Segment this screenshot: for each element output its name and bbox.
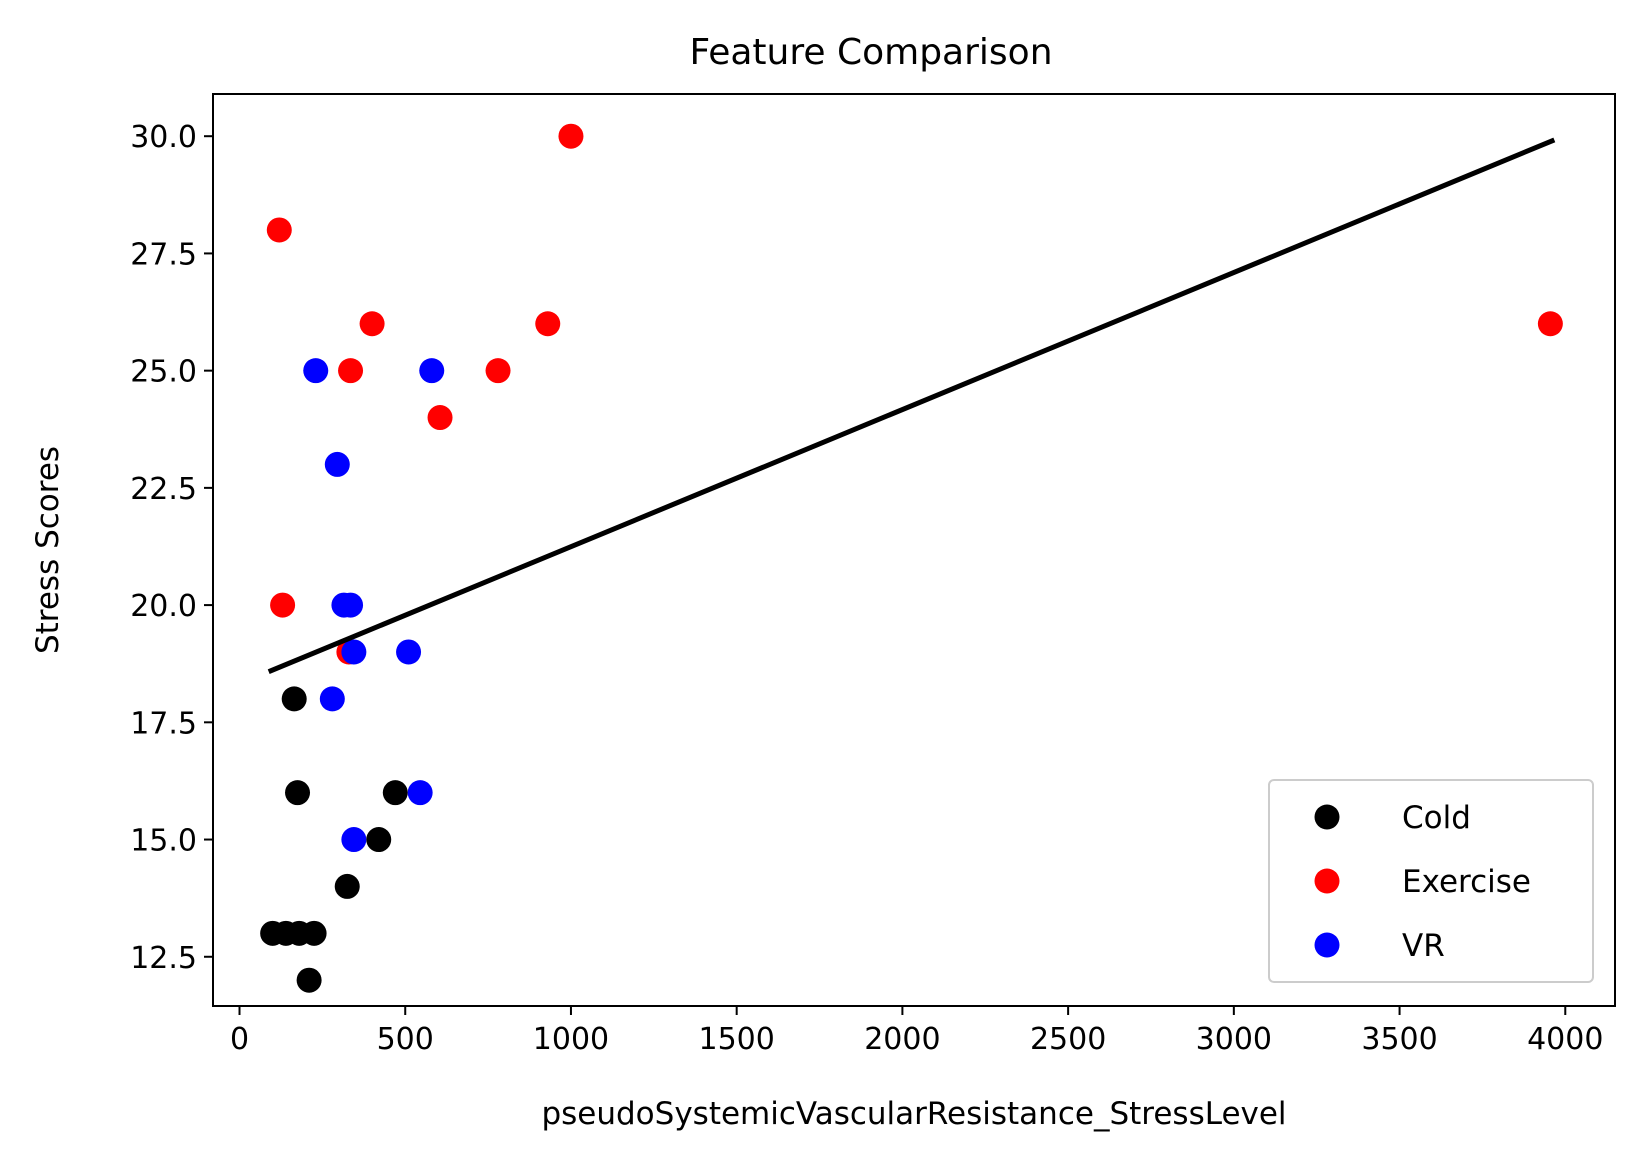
exercise-point (266, 217, 292, 243)
legend: Cold Exercise VR (1268, 779, 1594, 983)
legend-label-cold: Cold (1402, 800, 1471, 836)
exercise-point (485, 358, 511, 384)
x-tick-label: 3500 (1361, 1022, 1437, 1057)
x-tick-label: 2000 (864, 1022, 940, 1057)
y-tick-label: 30.0 (130, 120, 197, 155)
plot-area (260, 123, 1563, 993)
legend-marker-vr (1314, 932, 1340, 958)
y-tick-label: 20.0 (130, 589, 197, 624)
y-axis-label: Stress Scores (30, 446, 66, 654)
series-exercise (266, 123, 1563, 665)
vr-point (341, 639, 367, 665)
exercise-point (1537, 311, 1563, 337)
y-tick-label: 15.0 (130, 824, 197, 859)
cold-point (296, 967, 322, 993)
cold-point (382, 780, 408, 806)
y-tick-label: 17.5 (130, 706, 197, 741)
chart-title: Feature Comparison (689, 32, 1052, 73)
exercise-point (535, 311, 561, 337)
exercise-point (338, 358, 364, 384)
x-tick-label: 0 (230, 1022, 249, 1057)
series-vr (303, 358, 445, 853)
cold-point (281, 686, 307, 712)
vr-point (396, 639, 422, 665)
vr-point (407, 780, 433, 806)
x-tick-label: 2500 (1030, 1022, 1106, 1057)
legend-marker-exercise (1314, 868, 1340, 894)
exercise-point (427, 405, 453, 431)
vr-point (319, 686, 345, 712)
vr-point (419, 358, 445, 384)
y-tick-label: 27.5 (130, 237, 197, 272)
x-axis-label: pseudoSystemicVascularResistance_StressL… (541, 1096, 1286, 1132)
cold-point (285, 780, 311, 806)
x-axis: 0 500 1000 1500 2000 2500 3000 3500 4000 (230, 1006, 1603, 1057)
y-axis: 12.5 15.0 17.5 20.0 22.5 25.0 27.5 30.0 (130, 120, 213, 976)
y-tick-label: 12.5 (130, 941, 197, 976)
y-tick-label: 22.5 (130, 472, 197, 507)
x-tick-label: 4000 (1527, 1022, 1603, 1057)
x-tick-label: 3000 (1196, 1022, 1272, 1057)
cold-point (366, 827, 392, 853)
legend-label-exercise: Exercise (1402, 864, 1531, 900)
x-tick-label: 1500 (698, 1022, 774, 1057)
vr-point (341, 827, 367, 853)
legend-label-vr: VR (1402, 928, 1445, 964)
y-tick-label: 25.0 (130, 355, 197, 390)
cold-point (301, 920, 327, 946)
series-cold (260, 686, 408, 993)
exercise-point (558, 123, 584, 149)
vr-point (338, 592, 364, 618)
legend-box (1268, 779, 1594, 983)
exercise-point (270, 592, 296, 618)
plot-frame (212, 93, 1616, 1007)
legend-marker-cold (1314, 804, 1340, 830)
exercise-point (359, 311, 385, 337)
x-tick-label: 1000 (533, 1022, 609, 1057)
vr-point (324, 451, 350, 477)
x-tick-label: 500 (377, 1022, 434, 1057)
cold-point (334, 873, 360, 899)
vr-point (303, 358, 329, 384)
fit-line (267, 137, 1556, 675)
